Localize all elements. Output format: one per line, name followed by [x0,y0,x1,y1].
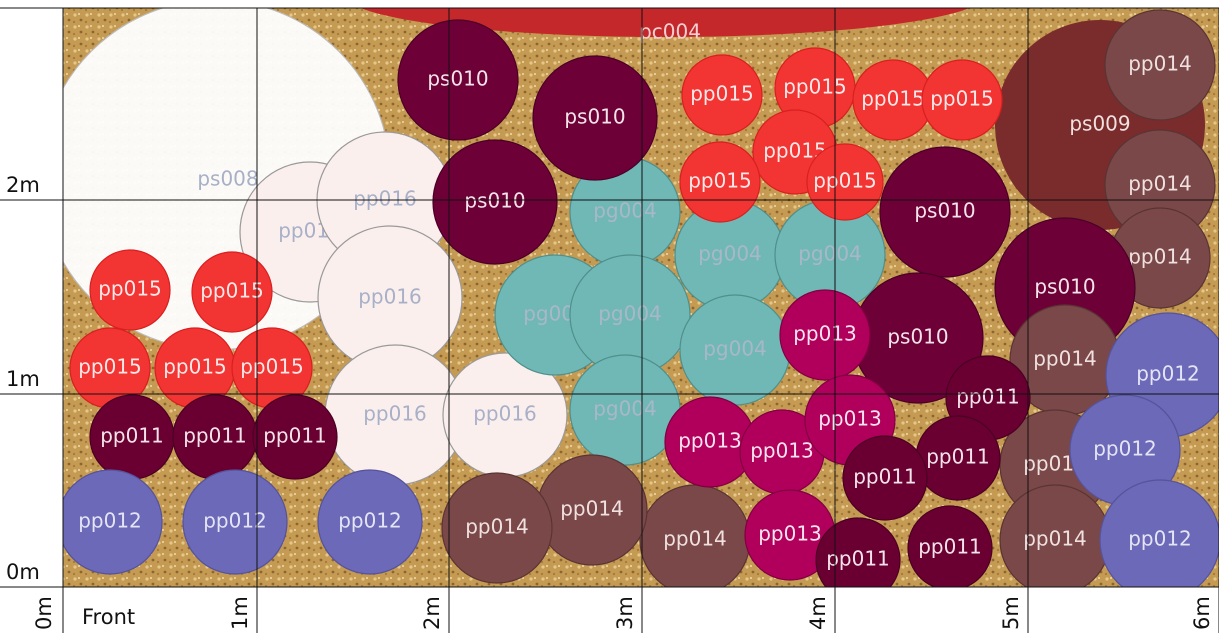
plant-label: pp014 [1023,527,1087,551]
plant-label: pg004 [593,199,657,223]
plant-label: pp014 [560,497,624,521]
plant-label: pp012 [203,509,267,533]
plant-label: pp015 [861,87,925,111]
front-label: Front [82,605,135,629]
plant-label: pc004 [639,20,701,44]
x-axis-label: 5m [999,596,1023,630]
plant-label: pp013 [678,429,742,453]
y-axis-label: 1m [6,367,40,391]
plant-label: pg004 [703,337,767,361]
plant-label: pp015 [813,169,877,193]
plant-label: pp016 [473,402,537,426]
plant-circle [681,54,763,136]
plant-label: pp011 [183,424,247,448]
plant-label: pp011 [853,465,917,489]
plant-label: pp015 [783,75,847,99]
plant-label: pp013 [750,439,814,463]
plant-circle [317,469,423,575]
plant-label: pp015 [200,279,264,303]
plant-label: pp012 [1136,362,1200,386]
x-axis-label: 1m [228,596,252,630]
plant-label: pp015 [78,355,142,379]
plant-label: pp013 [818,407,882,431]
plant-circle [907,505,993,587]
plant-label: pp012 [1093,437,1157,461]
plant-circle [921,59,1003,141]
plant-label: ps010 [914,199,975,223]
plant-label: pp014 [465,515,529,539]
plant-label: pp015 [240,355,304,379]
plant-label: pp016 [353,187,417,211]
plant-label: ps008 [197,167,258,191]
plant-circle [63,469,163,575]
plant-label: pp013 [758,522,822,546]
plant-label: pp011 [100,424,164,448]
plant-label: ps010 [564,105,625,129]
plant-label: pp015 [930,87,994,111]
plant-circle [842,435,928,521]
plant-label: pp014 [1128,172,1192,196]
plant-label: pp012 [1128,527,1192,551]
plant-label: pp015 [163,355,227,379]
plant-label: pp011 [926,445,990,469]
plant-label: pp012 [78,509,142,533]
plant-circle [182,469,288,575]
plant-label: ps009 [1069,112,1130,136]
x-axis-label: 0m [32,596,56,630]
plant-circle [191,251,273,333]
x-axis-label: 6m [1190,596,1214,630]
plant-label: pp014 [663,527,727,551]
plant-label: pp014 [1033,347,1097,371]
grid: 2m 1m 0m 0m 1m 2m 3m 4m 5m 6m [0,7,1219,633]
plant-label: pp014 [1128,52,1192,76]
y-axis-label: 2m [6,173,40,197]
plant-label: pp011 [918,535,982,559]
plant-label: pp012 [338,509,402,533]
plant-circle [679,141,761,223]
plant-circle [89,249,171,331]
plant-label: pg004 [798,242,862,266]
plant-circle [879,146,1011,278]
x-axis-label: 3m [613,596,637,630]
plant-circle [532,55,658,181]
plant-circle [360,8,970,37]
plant-circle [441,472,553,584]
plant-label: pp014 [1128,245,1192,269]
plant-circle [806,143,884,221]
x-axis-label: 2m [420,596,444,630]
plant-label: pp015 [690,82,754,106]
plant-label: pp016 [358,285,422,309]
plant-label: pp016 [363,402,427,426]
plant-label: pp011 [956,385,1020,409]
plant-circle [815,517,901,587]
y-axis-label: 0m [6,560,40,584]
plant-circle [252,394,338,480]
plant-circle [779,289,871,381]
plant-label: pp011 [263,424,327,448]
plant-label: pg004 [598,302,662,326]
plant-label: pp011 [826,547,890,571]
plant-label: pp013 [793,322,857,346]
plant-circle [432,139,558,265]
plant-label: ps010 [887,325,948,349]
plant-label: pp015 [688,169,752,193]
plant-circle [397,19,519,141]
plant-label: ps010 [427,67,488,91]
plant-label: pp015 [98,277,162,301]
plant-label: ps010 [1034,275,1095,299]
x-axis-label: 4m [806,596,830,630]
plant-label: pg004 [698,242,762,266]
plant-circle [1099,479,1219,587]
plant-circle [1104,9,1216,121]
plant-label: pg004 [593,397,657,421]
